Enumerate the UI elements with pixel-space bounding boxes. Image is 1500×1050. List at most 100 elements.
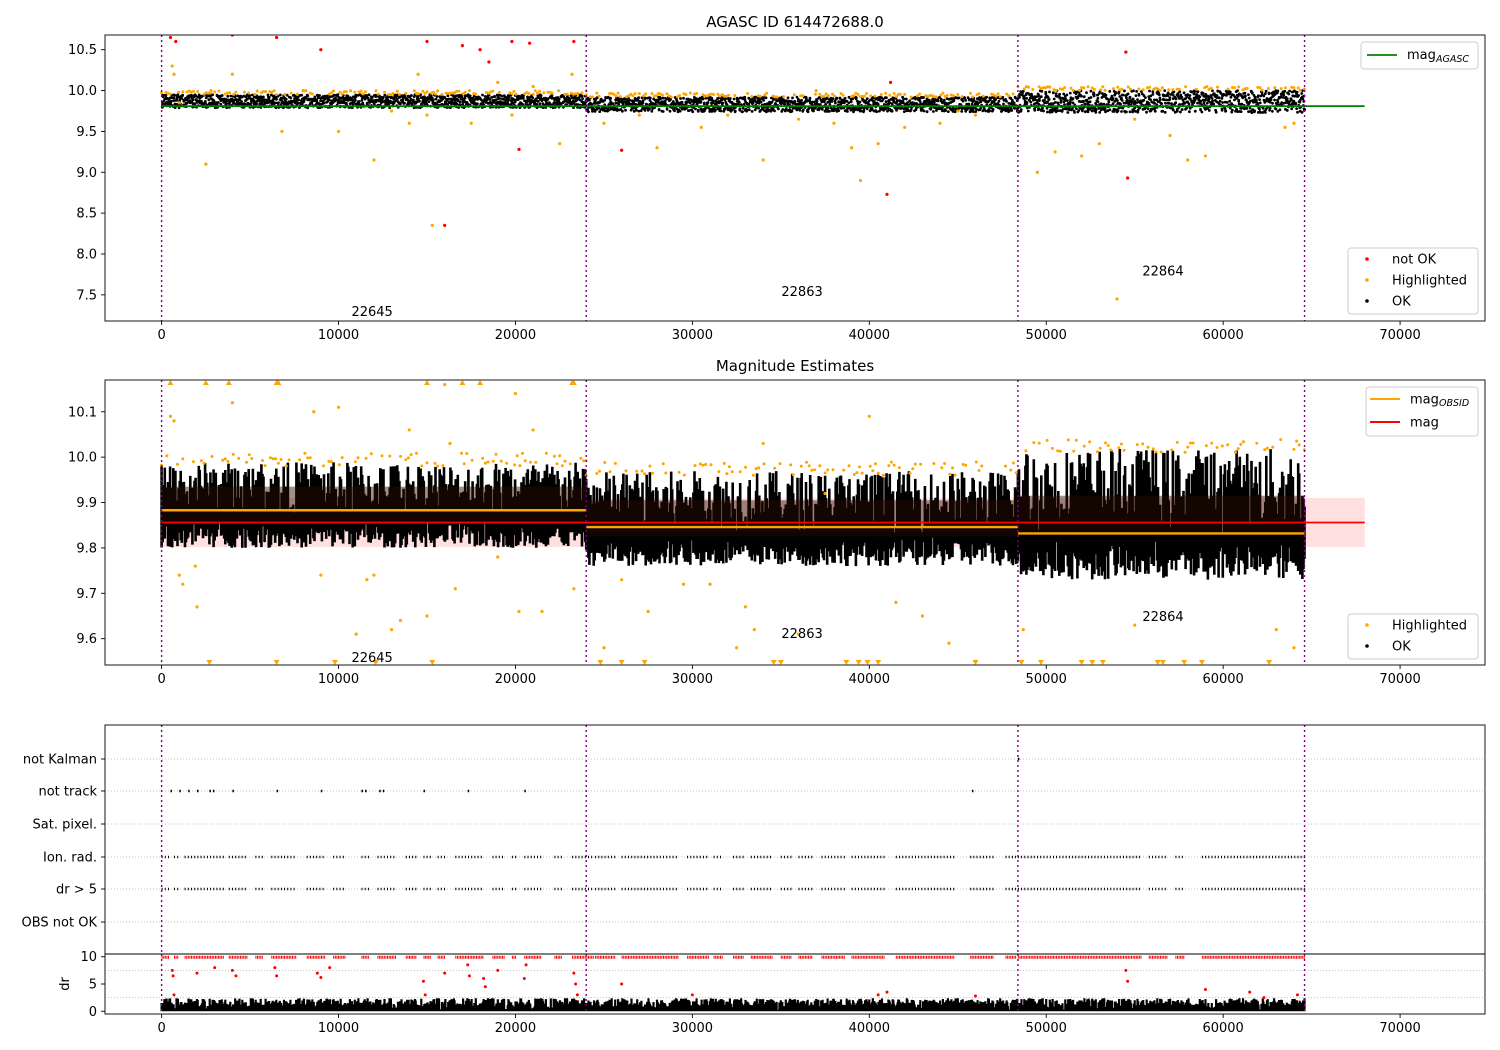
highlighted-point [1292,646,1296,650]
highlighted-point [1021,628,1025,632]
not-ok-point [1124,50,1128,54]
legend-status: not OK Highlighted OK [1347,247,1479,315]
dr-outlier-point [171,974,175,978]
highlighted-point [620,578,624,582]
x-tick-label: 40000 [849,672,890,687]
dr-outlier-point [421,979,425,983]
clipped-down-marker [770,660,777,665]
clipped-down-marker [855,660,862,665]
dr-outlier-point [1126,979,1130,983]
highlighted-points-cloud [160,451,588,468]
highlighted-point [796,632,801,636]
x-tick-label: 0 [157,328,165,343]
highlighted-point [372,158,376,162]
clipped-down-marker [429,660,436,665]
highlighted-point [823,491,827,496]
highlighted-point [796,117,801,121]
x-tick-label: 30000 [672,672,713,687]
axes-frame [104,379,1486,666]
clipped-up-marker [202,380,209,385]
ok-points-core [1017,495,1305,533]
dr-outlier-point [885,990,889,994]
dr-outlier-point [876,993,880,997]
highlighted-point [319,573,323,577]
highlighted-point [1274,628,1278,632]
clipped-up-marker [459,380,466,385]
y-tick-label: 8.0 [76,247,97,262]
flag-row-label: OBS not OK [22,916,98,931]
highlighted-point [850,146,854,150]
flag-row-label: dr > 5 [56,883,97,898]
y-tick-label: 9.0 [76,166,97,181]
highlighted-point [172,419,176,423]
highlighted-point [301,88,305,93]
highlighted-point [336,129,341,134]
y-tick-label: 9.7 [76,587,97,602]
highlighted-points-cloud [1016,85,1307,92]
chart-title: Magnitude Estimates [716,357,874,375]
obsid-label: 22645 [351,305,392,320]
highlighted-point [876,142,880,146]
highlighted-point [761,441,765,446]
dr-outlier-point [466,963,470,967]
x-tick-label: 60000 [1202,1021,1243,1036]
x-tick-label: 10000 [318,1021,359,1036]
highlighted-point [209,88,213,93]
highlighted-point [1133,623,1137,627]
obsid-label: 22863 [781,285,822,300]
legend-label: mag [1407,48,1436,63]
clipped-down-marker [1099,660,1106,665]
highlighted-point [510,113,514,117]
x-tick-label: 50000 [1026,1021,1067,1036]
y-tick-label: 8.5 [76,207,97,222]
clipped-down-marker [864,660,871,665]
not-ok-point [1126,176,1130,180]
clipped-down-marker [777,660,784,665]
not-ok-point [460,44,464,48]
ok-points-cloud [1017,89,1307,114]
clipped-down-marker [1154,660,1161,665]
highlighted-point [469,121,473,125]
dr-outlier-point [524,963,528,967]
highlighted-point [312,410,316,414]
not-ok-point [528,41,532,45]
panel-magnitude-estimates: 22645 22863 22864 0 10000 20000 30000 40000 5000… [68,357,1486,687]
y-tick-label: 7.5 [76,288,97,303]
highlighted-point [390,109,394,113]
highlighted-point [372,573,376,577]
y-tick-label: 9.9 [76,496,97,511]
highlighted-points-cloud [160,89,588,97]
legend-label: Highlighted [1392,619,1467,634]
highlighted-points-cloud [584,91,1015,99]
flag-row-label: not Kalman [23,753,97,768]
highlighted-point [1292,121,1296,125]
dr-outlier-point [690,993,694,997]
dr-outlier-point [467,974,471,978]
not-ok-point [888,80,893,84]
highlighted-point [425,113,429,117]
highlighted-point [699,125,703,129]
highlighted-point [572,587,576,591]
legend-marker [1365,623,1369,627]
legend-box [1347,613,1479,660]
y-axis-label: dr [58,977,73,991]
dr-outlier-point [1262,996,1266,1000]
dr-outlier-point [973,994,977,998]
clipped-down-marker [372,660,379,665]
y-tick-label: 9.8 [76,541,97,556]
x-tick-label: 60000 [1202,672,1243,687]
highlighted-point [177,573,181,577]
dr-outlier-point [522,977,526,981]
highlighted-point [681,582,686,586]
highlighted-point [938,121,942,125]
clipped-down-marker [1181,660,1188,665]
dr-outlier-point [273,966,277,970]
highlighted-point [637,113,641,117]
obsid-label: 22864 [1142,610,1183,625]
dr-outlier-point [328,966,332,970]
legend-marker [1365,644,1369,648]
highlighted-point [531,84,535,89]
highlighted-point [398,618,403,623]
obsid-label: 22863 [781,627,822,642]
